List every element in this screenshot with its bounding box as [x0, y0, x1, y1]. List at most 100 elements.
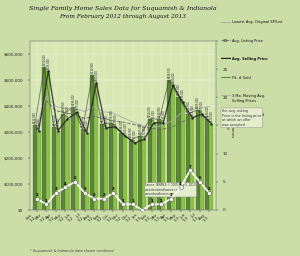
Bar	[52, 127, 56, 210]
Bar	[167, 80, 171, 210]
Text: $332,000: $332,000	[209, 110, 213, 122]
Text: 1: 1	[131, 199, 134, 202]
Text: $375,000: $375,000	[75, 99, 79, 110]
Bar	[56, 131, 60, 210]
Bar	[94, 83, 98, 210]
Bar	[186, 114, 190, 210]
Text: $285,000: $285,000	[138, 122, 142, 134]
Text: $535,000: $535,000	[46, 57, 50, 69]
Text: Avg. Selling Price: Avg. Selling Price	[232, 57, 268, 61]
Text: $319,000: $319,000	[52, 113, 56, 125]
Text: $355,000: $355,000	[190, 104, 194, 115]
Bar	[152, 123, 156, 210]
Bar	[46, 71, 50, 210]
Text: 2: 2	[169, 193, 172, 197]
Text: $480,000: $480,000	[171, 71, 175, 83]
Bar	[90, 75, 94, 210]
Bar	[81, 129, 85, 210]
Text: $320,000: $320,000	[113, 113, 117, 125]
Text: $519,900: $519,900	[90, 61, 94, 73]
Bar	[196, 110, 200, 210]
Text: $489,000: $489,000	[94, 69, 98, 81]
Text: Source: NWMLS © 2009, Feb 5, 2013
www.theislandhomes.com
www.islandhomes.com: Source: NWMLS © 2009, Feb 5, 2013 www.th…	[145, 183, 196, 196]
Text: 4: 4	[64, 182, 67, 186]
Text: $324,950: $324,950	[33, 112, 37, 123]
Text: the avg. asking
Price is the listing price
at which an offer
was accepted: the avg. asking Price is the listing pri…	[222, 109, 261, 127]
Bar	[100, 124, 104, 210]
Text: 3: 3	[83, 187, 86, 191]
Text: 3 Mo. Moving Avg.
Selling Prices: 3 Mo. Moving Avg. Selling Prices	[232, 94, 265, 103]
Text: $350,000: $350,000	[65, 105, 70, 117]
Text: $329,000: $329,000	[100, 111, 104, 122]
Text: $272,000: $272,000	[142, 125, 146, 137]
Text: $349,900: $349,900	[157, 105, 161, 117]
Bar	[200, 114, 204, 210]
Bar	[65, 119, 70, 210]
Text: 2: 2	[102, 193, 105, 197]
Text: Lowest Avg. Original SP/List: Lowest Avg. Original SP/List	[232, 20, 282, 25]
Text: $305,000: $305,000	[56, 117, 60, 129]
Text: Single Family Home Sales Data for Suquamish & Indianola: Single Family Home Sales Data for Suquam…	[29, 6, 217, 12]
Y-axis label: # of Homes
Sold: # of Homes Sold	[225, 114, 234, 137]
Text: $415,000: $415,000	[181, 88, 184, 100]
Text: 2: 2	[93, 193, 96, 197]
Text: 4: 4	[179, 182, 182, 186]
Text: 1: 1	[160, 199, 163, 202]
Bar	[42, 67, 46, 210]
Bar	[71, 107, 75, 210]
Text: $499,000: $499,000	[167, 67, 171, 78]
Text: $285,000: $285,000	[123, 122, 127, 134]
Bar	[104, 128, 108, 210]
Bar	[171, 85, 175, 210]
Text: 3: 3	[112, 187, 115, 191]
Text: $335,000: $335,000	[161, 109, 165, 121]
Bar	[142, 139, 146, 210]
Text: $367,500: $367,500	[200, 101, 204, 112]
Text: $385,000: $385,000	[196, 96, 200, 108]
Text: $269,900: $269,900	[129, 126, 133, 138]
Bar	[119, 133, 123, 210]
Bar	[61, 114, 65, 210]
Text: From February 2012 through August 2013: From February 2012 through August 2013	[59, 14, 187, 19]
Text: 2: 2	[35, 193, 38, 197]
Bar	[181, 102, 184, 210]
Text: FS, # Sold: FS, # Sold	[232, 76, 251, 80]
Text: # Sold Avg. Trend: # Sold Avg. Trend	[232, 113, 264, 117]
Text: $257,000: $257,000	[133, 129, 136, 141]
Bar	[176, 97, 181, 210]
Text: 3: 3	[208, 187, 211, 191]
Text: $310,000: $310,000	[81, 116, 85, 127]
Text: $315,000: $315,000	[104, 114, 108, 126]
Bar	[37, 131, 41, 210]
Text: 1: 1	[150, 199, 153, 202]
Bar	[75, 112, 79, 210]
Bar	[85, 133, 89, 210]
Bar	[133, 143, 136, 210]
Text: $435,000: $435,000	[176, 83, 181, 95]
Bar	[113, 127, 117, 210]
Text: $550,000: $550,000	[42, 53, 46, 65]
Bar	[110, 123, 113, 210]
Text: Avg. Listing Price: Avg. Listing Price	[232, 39, 263, 43]
Text: 5: 5	[74, 176, 76, 180]
Text: $295,000: $295,000	[119, 120, 123, 131]
Text: * Suquamish & Indianola data shown combined: * Suquamish & Indianola data shown combi…	[30, 249, 113, 253]
Bar	[33, 125, 37, 210]
Bar	[138, 136, 142, 210]
Text: $369,900: $369,900	[61, 100, 65, 112]
Text: $335,000: $335,000	[110, 109, 113, 121]
Bar	[123, 136, 127, 210]
Text: $305,000: $305,000	[37, 117, 41, 129]
Text: 1: 1	[45, 199, 48, 202]
Bar	[209, 124, 213, 210]
Text: $395,000: $395,000	[71, 93, 75, 105]
Text: 7: 7	[189, 165, 191, 169]
Bar	[190, 118, 194, 210]
Bar	[205, 119, 209, 210]
Text: 3: 3	[55, 187, 57, 191]
Bar	[157, 119, 161, 210]
Text: $369,900: $369,900	[186, 100, 190, 112]
Text: $335,000: $335,000	[152, 109, 156, 121]
Text: $350,000: $350,000	[148, 105, 152, 117]
Bar	[161, 123, 165, 210]
